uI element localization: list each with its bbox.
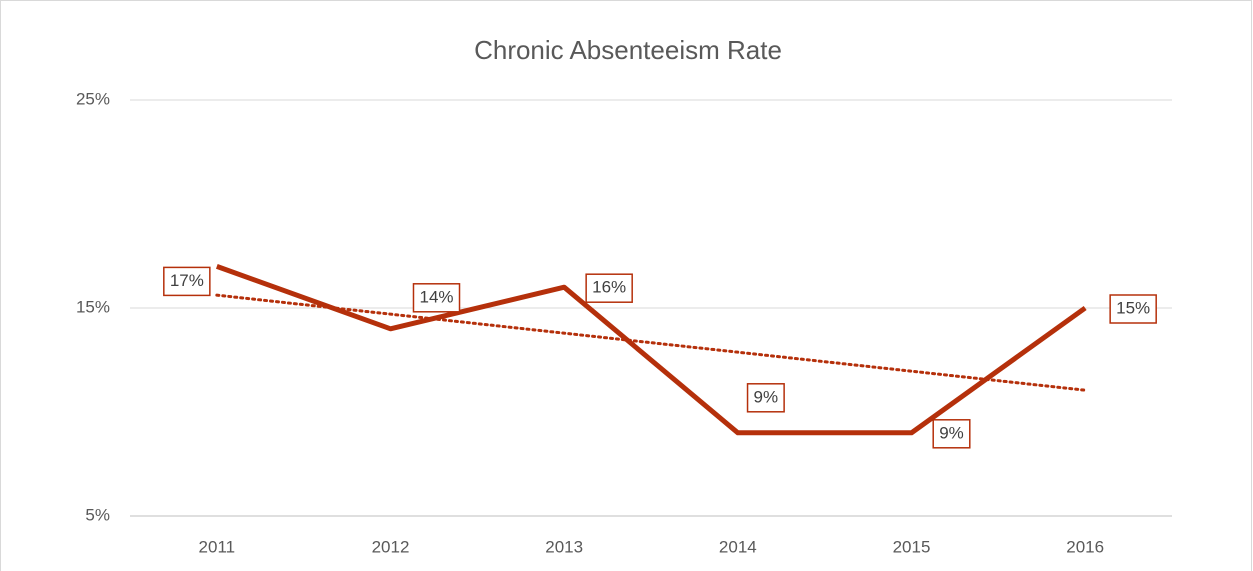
x-tick-label: 2014 [719,537,757,556]
data-label: 9% [939,423,964,442]
x-tick-label: 2016 [1066,537,1104,556]
y-tick-label: 25% [76,89,110,108]
data-label: 15% [1116,298,1150,317]
chart-title: Chronic Absenteeism Rate [474,35,782,65]
data-label-box [585,273,633,303]
data-label: 17% [170,271,204,290]
data-label-box [1109,294,1157,324]
data-label-box [746,383,785,413]
x-tick-label: 2013 [545,537,583,556]
y-tick-label: 15% [76,297,110,316]
data-label-box [163,266,211,297]
x-tick-label: 2015 [893,537,931,556]
x-tick-label: 2011 [199,537,236,556]
data-label-box [412,283,461,313]
data-label-box [932,419,971,449]
data-label: 9% [754,387,779,406]
y-tick-label: 5% [85,505,110,524]
line-series [215,264,1087,436]
data-label: 16% [592,278,626,297]
data-label: 14% [419,287,453,306]
trendline [215,293,1087,392]
x-tick-label: 2012 [372,537,410,556]
